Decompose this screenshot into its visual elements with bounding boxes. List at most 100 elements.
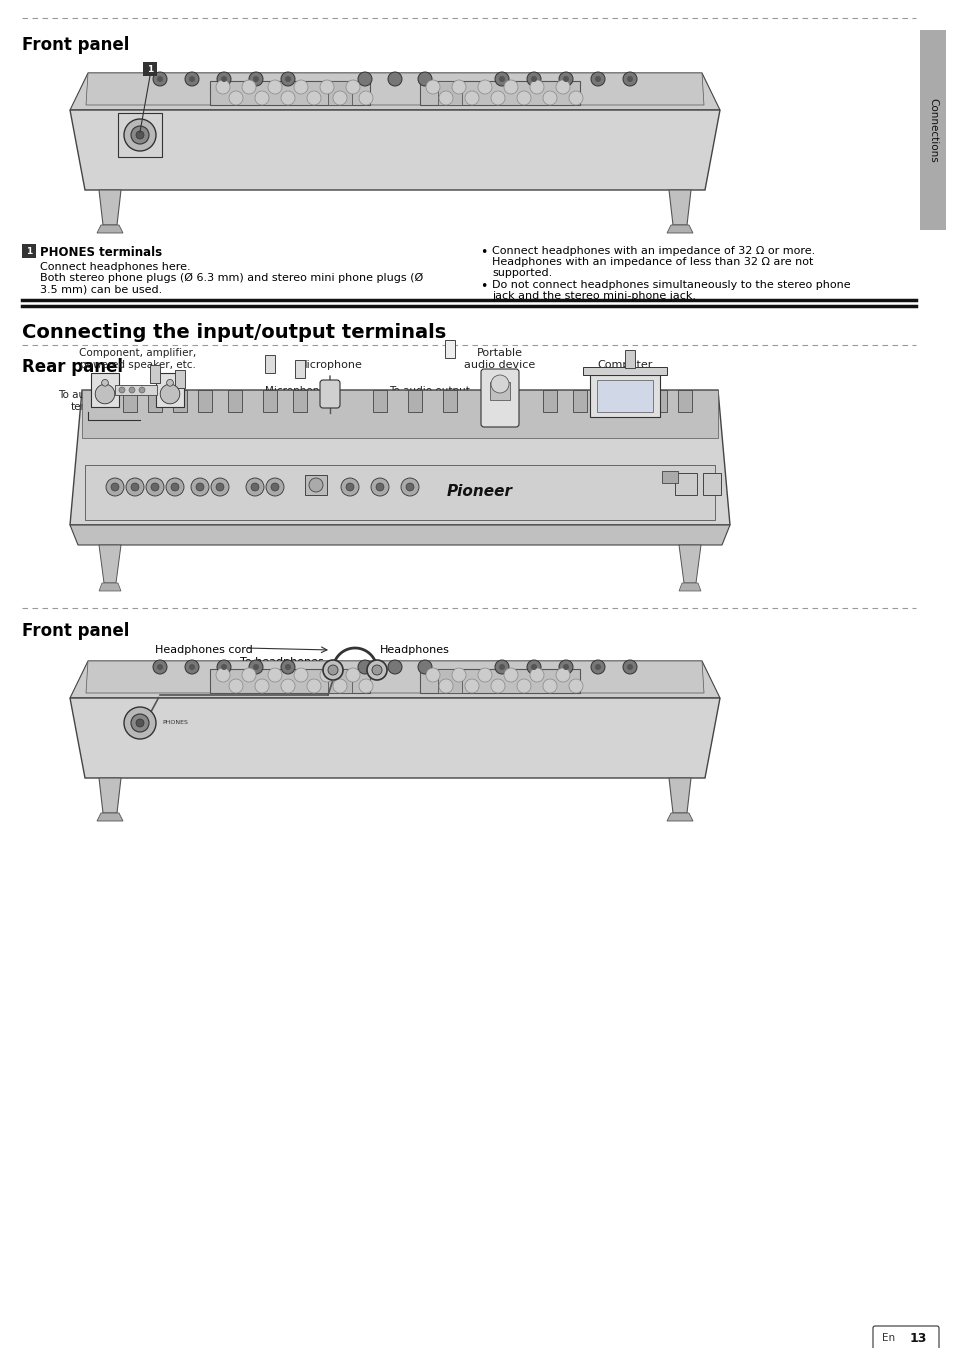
Circle shape bbox=[189, 665, 194, 670]
Circle shape bbox=[358, 92, 373, 105]
Circle shape bbox=[157, 665, 163, 670]
Text: Connect headphones here.: Connect headphones here. bbox=[40, 262, 191, 272]
Bar bbox=[678, 390, 691, 412]
Circle shape bbox=[124, 706, 156, 739]
Circle shape bbox=[558, 71, 573, 86]
Polygon shape bbox=[99, 582, 121, 590]
Polygon shape bbox=[86, 661, 703, 693]
Text: Front panel: Front panel bbox=[22, 36, 130, 54]
Text: •: • bbox=[479, 280, 487, 293]
Circle shape bbox=[136, 131, 144, 139]
Bar bbox=[919, 30, 945, 231]
Circle shape bbox=[216, 661, 231, 674]
Text: Connecting the input/output terminals: Connecting the input/output terminals bbox=[22, 324, 446, 342]
Circle shape bbox=[136, 718, 144, 727]
Circle shape bbox=[626, 665, 633, 670]
Circle shape bbox=[495, 71, 509, 86]
Text: To microphone: To microphone bbox=[296, 410, 373, 421]
FancyBboxPatch shape bbox=[480, 369, 518, 427]
Text: jack and the stereo mini-phone jack.: jack and the stereo mini-phone jack. bbox=[492, 291, 696, 301]
Circle shape bbox=[211, 479, 229, 496]
Circle shape bbox=[517, 679, 531, 693]
Circle shape bbox=[464, 679, 478, 693]
Circle shape bbox=[152, 661, 167, 674]
Text: 3.5 mm) can be used.: 3.5 mm) can be used. bbox=[40, 284, 162, 294]
Polygon shape bbox=[70, 111, 720, 190]
Circle shape bbox=[346, 483, 354, 491]
Text: Portable
audio device: Portable audio device bbox=[464, 348, 535, 369]
Circle shape bbox=[167, 379, 173, 386]
Circle shape bbox=[590, 71, 604, 86]
Polygon shape bbox=[70, 698, 720, 778]
Bar bbox=[293, 390, 307, 412]
Circle shape bbox=[464, 92, 478, 105]
Bar bbox=[118, 113, 162, 156]
Bar bbox=[91, 373, 119, 407]
Text: Front panel: Front panel bbox=[22, 621, 130, 640]
Polygon shape bbox=[99, 545, 121, 582]
Circle shape bbox=[309, 479, 323, 492]
Bar bbox=[143, 62, 157, 75]
Circle shape bbox=[221, 75, 227, 82]
Circle shape bbox=[254, 679, 269, 693]
Circle shape bbox=[498, 75, 504, 82]
Circle shape bbox=[358, 679, 373, 693]
Circle shape bbox=[526, 661, 540, 674]
Circle shape bbox=[281, 92, 294, 105]
Circle shape bbox=[426, 80, 439, 94]
Bar bbox=[661, 470, 678, 483]
Circle shape bbox=[254, 92, 269, 105]
Circle shape bbox=[622, 71, 637, 86]
Text: 13: 13 bbox=[908, 1332, 925, 1344]
Circle shape bbox=[556, 80, 569, 94]
Circle shape bbox=[294, 669, 308, 682]
Circle shape bbox=[372, 665, 381, 675]
Bar bbox=[444, 340, 455, 359]
Polygon shape bbox=[82, 390, 718, 438]
Circle shape bbox=[215, 80, 230, 94]
Circle shape bbox=[568, 92, 582, 105]
Text: Headphones with an impedance of less than 32 Ω are not: Headphones with an impedance of less tha… bbox=[492, 257, 813, 267]
Circle shape bbox=[319, 80, 334, 94]
Polygon shape bbox=[679, 545, 700, 582]
Circle shape bbox=[323, 661, 343, 679]
Circle shape bbox=[417, 71, 432, 86]
Bar bbox=[210, 81, 370, 105]
Circle shape bbox=[491, 375, 509, 394]
Bar bbox=[150, 365, 160, 383]
Polygon shape bbox=[97, 813, 123, 821]
Circle shape bbox=[531, 75, 537, 82]
FancyBboxPatch shape bbox=[319, 380, 339, 408]
Circle shape bbox=[595, 75, 600, 82]
Circle shape bbox=[388, 71, 401, 86]
Circle shape bbox=[189, 75, 194, 82]
Circle shape bbox=[151, 483, 159, 491]
Text: To headphones: To headphones bbox=[240, 656, 323, 667]
Bar bbox=[582, 367, 666, 375]
Circle shape bbox=[268, 669, 282, 682]
Circle shape bbox=[251, 483, 258, 491]
Bar bbox=[675, 473, 697, 495]
Bar bbox=[408, 390, 421, 412]
Circle shape bbox=[346, 80, 359, 94]
Circle shape bbox=[417, 661, 432, 674]
Circle shape bbox=[340, 479, 358, 496]
Circle shape bbox=[281, 71, 294, 86]
Bar bbox=[419, 81, 579, 105]
Bar bbox=[115, 386, 157, 395]
Circle shape bbox=[139, 387, 145, 394]
Circle shape bbox=[371, 479, 389, 496]
Bar bbox=[328, 669, 352, 693]
Text: Headphones cord: Headphones cord bbox=[154, 644, 253, 655]
Polygon shape bbox=[99, 190, 121, 225]
Text: Microphone
cable: Microphone cable bbox=[264, 387, 325, 408]
Circle shape bbox=[111, 483, 119, 491]
Polygon shape bbox=[679, 582, 700, 590]
Circle shape bbox=[215, 669, 230, 682]
Circle shape bbox=[526, 71, 540, 86]
Circle shape bbox=[503, 669, 517, 682]
Bar bbox=[373, 390, 387, 412]
Circle shape bbox=[249, 71, 263, 86]
Circle shape bbox=[333, 679, 347, 693]
Text: To audio output
terminals: To audio output terminals bbox=[389, 387, 470, 408]
